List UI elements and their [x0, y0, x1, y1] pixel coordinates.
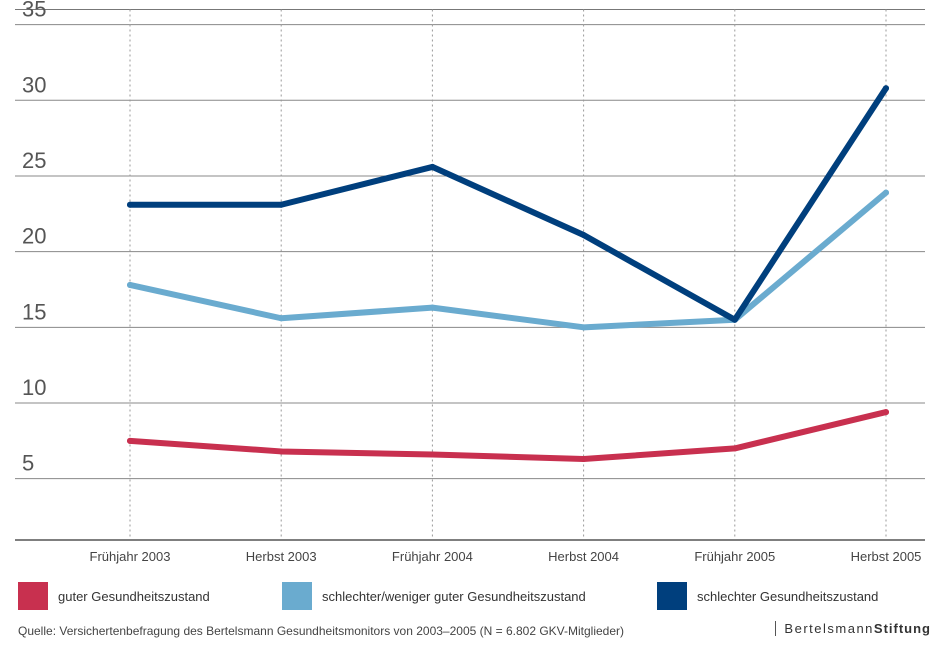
data-point — [429, 304, 436, 311]
brand-regular: Bertelsmann — [784, 621, 874, 636]
y-tick-label: 20 — [22, 224, 46, 249]
source-note: Quelle: Versichertenbefragung des Bertel… — [18, 624, 625, 638]
series-line-2 — [127, 85, 889, 323]
data-point — [278, 201, 285, 208]
brand-logo: BertelsmannStiftung — [775, 621, 931, 636]
data-point — [731, 445, 738, 452]
footer: Quelle: Versichertenbefragung des Bertel… — [0, 620, 941, 645]
legend-item-weniger-guter: schlechter/weniger guter Gesundheitszust… — [282, 582, 586, 610]
x-tick-label: Frühjahr 2005 — [694, 549, 775, 564]
y-tick-label: 10 — [22, 375, 46, 400]
series-line-0 — [127, 409, 889, 463]
legend-label-guter: guter Gesundheitszustand — [58, 588, 210, 604]
data-point — [278, 315, 285, 322]
data-point — [127, 201, 133, 208]
x-tick-label: Frühjahr 2004 — [392, 549, 473, 564]
data-point — [429, 163, 436, 170]
data-point — [580, 324, 587, 331]
data-point — [883, 189, 889, 196]
data-point — [883, 409, 889, 416]
x-tick-label: Herbst 2005 — [851, 549, 922, 564]
y-tick-label: 5 — [22, 451, 34, 476]
x-tick-label: Herbst 2003 — [246, 549, 317, 564]
legend-swatch-guter — [18, 582, 48, 610]
y-tick-label: 35 — [22, 0, 46, 22]
data-point — [278, 448, 285, 455]
legend-label-weniger-guter: schlechter/weniger guter Gesundheitszust… — [322, 588, 586, 604]
data-point — [580, 456, 587, 463]
y-tick-label: 15 — [22, 299, 46, 324]
legend-item-guter: guter Gesundheitszustand — [18, 582, 210, 610]
y-tick-label: 30 — [22, 72, 46, 97]
data-point — [883, 85, 889, 92]
legend-label-schlechter: schlechter Gesundheitszustand — [697, 588, 879, 604]
y-tick-label: 25 — [22, 148, 46, 173]
brand-bold: Stiftung — [873, 621, 931, 636]
line-chart: 5 10 15 20 25 30 35 Frühjahr 2003 Herbst 2003 Frü… — [15, 0, 925, 564]
x-tick-label: Frühjahr 2003 — [90, 549, 171, 564]
series-line-1 — [127, 189, 889, 331]
data-point — [580, 232, 587, 239]
legend-item-schlechter: schlechter Gesundheitszustand — [657, 582, 878, 610]
x-tick-label: Herbst 2004 — [548, 549, 619, 564]
legend-swatch-schlechter — [657, 582, 687, 610]
legend-swatch-weniger-guter — [282, 582, 312, 610]
data-point — [731, 316, 738, 323]
data-point — [127, 281, 133, 288]
data-point — [429, 451, 436, 458]
legend: guter Gesundheitszustand schlechter/weni… — [0, 576, 941, 616]
data-point — [127, 437, 133, 444]
